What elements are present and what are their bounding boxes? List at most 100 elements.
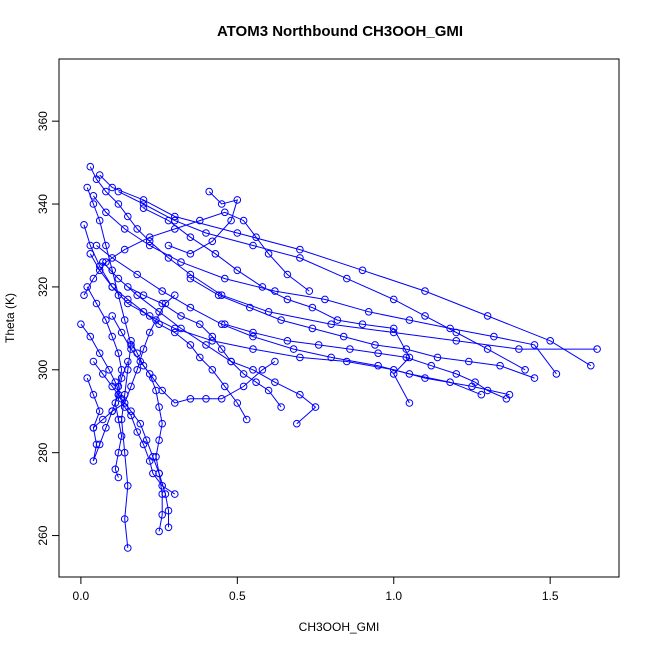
series-15 <box>127 337 279 407</box>
data-point <box>311 403 320 411</box>
data-point <box>102 208 110 217</box>
data-point <box>108 254 116 262</box>
data-point <box>155 436 163 445</box>
data-point <box>139 291 148 300</box>
data-point <box>111 465 120 474</box>
data-point <box>186 270 195 279</box>
series-line <box>96 245 482 396</box>
series-21 <box>221 320 511 403</box>
data-point <box>145 457 154 465</box>
data-point <box>186 395 195 403</box>
data-point <box>249 366 257 374</box>
data-point <box>374 361 382 370</box>
series-line <box>93 361 176 495</box>
data-point <box>246 303 254 312</box>
series-line <box>143 207 411 404</box>
x-tick-label: 1.5 <box>542 589 559 603</box>
data-point <box>515 345 523 353</box>
data-point <box>296 353 304 362</box>
data-point <box>120 245 129 254</box>
data-point <box>371 341 379 349</box>
data-point <box>483 386 492 395</box>
data-point <box>233 196 242 204</box>
series-line <box>93 195 557 375</box>
data-point <box>139 440 148 449</box>
data-point <box>208 332 217 341</box>
data-point <box>89 424 98 432</box>
data-point <box>108 283 116 291</box>
y-tick-label: 320 <box>36 277 50 297</box>
data-point <box>108 382 116 391</box>
data-point <box>364 308 373 316</box>
series-line <box>93 294 176 429</box>
data-point <box>102 424 110 432</box>
data-point <box>202 229 210 237</box>
data-point <box>86 250 95 258</box>
data-point <box>108 407 116 416</box>
series-6 <box>83 283 126 482</box>
data-point <box>465 357 473 366</box>
data-point <box>327 320 336 329</box>
data-point <box>264 250 273 258</box>
data-point <box>452 337 461 345</box>
series-line <box>99 174 592 367</box>
series-20 <box>83 357 132 465</box>
data-point <box>155 403 163 411</box>
data-point <box>433 353 442 362</box>
data-point <box>89 192 98 200</box>
data-point <box>233 229 242 237</box>
data-point <box>80 291 88 300</box>
data-point <box>92 241 101 250</box>
data-point <box>446 324 454 333</box>
series-10 <box>99 258 320 428</box>
data-point <box>114 415 123 424</box>
data-point <box>214 291 223 300</box>
data-point <box>127 345 135 353</box>
y-tick-label: 340 <box>36 194 50 214</box>
data-point <box>152 453 160 461</box>
plot-frame <box>58 58 620 578</box>
data-point <box>171 291 179 300</box>
data-point <box>89 357 98 366</box>
data-point <box>217 345 226 353</box>
data-point <box>95 266 104 275</box>
series-5 <box>89 192 561 378</box>
data-point <box>177 324 185 333</box>
data-point <box>211 250 220 258</box>
data-point <box>149 374 157 382</box>
data-point <box>139 204 148 212</box>
data-point <box>221 208 229 217</box>
data-point <box>196 353 204 362</box>
data-point <box>271 357 279 366</box>
data-point <box>133 349 141 358</box>
data-point <box>95 349 104 358</box>
data-point <box>171 328 179 337</box>
data-point <box>149 469 157 478</box>
data-point <box>343 274 351 283</box>
data-point <box>389 295 398 304</box>
data-point <box>239 382 248 391</box>
data-point <box>233 266 242 275</box>
data-point <box>177 258 185 266</box>
data-point <box>124 212 132 221</box>
data-point <box>158 419 166 428</box>
data-point <box>92 299 101 308</box>
data-point <box>171 212 179 221</box>
x-tick-label: 0.0 <box>73 589 90 603</box>
data-point <box>490 332 498 341</box>
data-point <box>239 370 248 378</box>
data-point <box>346 345 354 353</box>
series-line <box>86 286 123 478</box>
series-layer <box>77 162 601 552</box>
data-point <box>108 266 116 275</box>
data-point <box>86 332 95 341</box>
y-axis-label: Theta (K) <box>3 293 17 343</box>
data-point <box>114 448 123 457</box>
series-line <box>89 166 598 350</box>
data-point <box>477 390 486 399</box>
data-point <box>145 241 154 250</box>
series-line <box>130 340 276 404</box>
data-point <box>145 328 154 337</box>
data-point <box>405 316 414 324</box>
